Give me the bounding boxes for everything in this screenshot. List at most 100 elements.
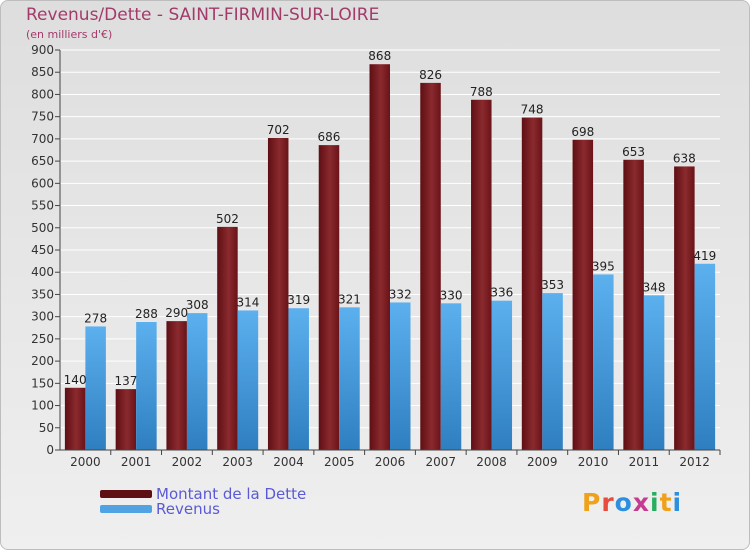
- bar-revenue-2012: [694, 263, 716, 450]
- bars: [64, 64, 716, 451]
- y-tick-label: 650: [31, 154, 54, 168]
- x-tick-label-2002: 2002: [172, 455, 203, 469]
- bar-revenue-2008: [491, 300, 513, 450]
- y-tick-label: 800: [31, 87, 54, 101]
- chart-subtitle: (en milliers d'€): [26, 28, 113, 41]
- y-tick-label: 750: [31, 110, 54, 124]
- x-tick-label-2011: 2011: [629, 455, 660, 469]
- x-tick-label-2008: 2008: [476, 455, 507, 469]
- logo-letter: x: [632, 488, 650, 517]
- bar-debt-2012: [674, 166, 695, 450]
- value-label-debt-2001: 137: [114, 374, 137, 388]
- y-tick-label: 400: [31, 265, 54, 279]
- bar-debt-2010: [572, 139, 594, 450]
- x-tick-label-2005: 2005: [324, 455, 355, 469]
- bar-revenue-2003: [237, 310, 259, 450]
- bar-revenue-2002: [186, 313, 208, 450]
- x-tick-label-2000: 2000: [70, 455, 101, 469]
- bar-debt-2006: [369, 64, 390, 450]
- legend-label-debt: Montant de la Dette: [156, 484, 307, 503]
- y-tick-label: 900: [31, 43, 54, 57]
- bar-debt-2002: [166, 321, 187, 450]
- bar-debt-2008: [471, 99, 492, 451]
- y-tick-label: 450: [31, 243, 54, 257]
- y-tick-label: 100: [31, 399, 54, 413]
- x-axis: 2000 2001 2002 2003 2004 2005 2006 2007 2008 2009…: [60, 449, 721, 469]
- legend: Montant de la Dette Revenus: [100, 484, 307, 518]
- value-label-revenue-2010: 395: [592, 259, 615, 273]
- value-label-debt-2011: 653: [622, 145, 645, 159]
- bar-revenue-2009: [542, 293, 563, 450]
- logo-letter: r: [601, 488, 615, 517]
- logo-letter: t: [659, 488, 673, 517]
- chart-title: Revenus/Dette - SAINT-FIRMIN-SUR-LOIRE: [26, 5, 380, 25]
- proxiti-logo: Proxiti: [582, 488, 682, 517]
- logo-letter: P: [582, 488, 602, 517]
- value-label-revenue-2007: 330: [440, 288, 463, 302]
- value-label-debt-2012: 638: [673, 151, 696, 165]
- value-label-revenue-2004: 319: [287, 293, 310, 307]
- y-tick-label: 500: [31, 221, 54, 235]
- value-label-debt-2004: 702: [267, 123, 290, 137]
- y-tick-label: 50: [39, 421, 54, 435]
- value-label-debt-2008: 788: [470, 85, 493, 99]
- value-label-debt-2000: 140: [64, 373, 87, 387]
- value-label-revenue-2012: 419: [693, 249, 716, 263]
- x-tick-label-2012: 2012: [679, 455, 710, 469]
- y-axis: 0 50 100 150 200 250 300 350 400 450 500 550 600 650 7…: [31, 43, 61, 457]
- bar-revenue-2011: [643, 295, 665, 450]
- value-label-revenue-2003: 314: [236, 295, 259, 309]
- x-tick-label-2010: 2010: [578, 455, 609, 469]
- x-tick-label-2006: 2006: [375, 455, 406, 469]
- y-tick-label: 700: [31, 132, 54, 146]
- legend-item-debt: Montant de la Dette: [100, 484, 307, 503]
- x-tick-label-2001: 2001: [121, 455, 152, 469]
- y-tick-label: 850: [31, 65, 54, 79]
- x-tick-label-2009: 2009: [527, 455, 558, 469]
- bar-revenue-2000: [85, 326, 106, 450]
- logo-letter: i: [672, 488, 683, 517]
- y-tick-label: 600: [31, 176, 54, 190]
- value-label-debt-2003: 502: [216, 212, 239, 226]
- x-tick-label-2007: 2007: [425, 455, 456, 469]
- y-tick-label: 0: [46, 443, 54, 457]
- value-label-revenue-2000: 278: [84, 311, 107, 325]
- bar-debt-2007: [420, 82, 441, 450]
- value-label-debt-2010: 698: [571, 125, 594, 139]
- value-label-revenue-2005: 321: [338, 292, 361, 306]
- bar-revenue-2001: [136, 322, 157, 450]
- bar-revenue-2007: [440, 303, 462, 450]
- y-tick-label: 350: [31, 287, 54, 301]
- value-label-revenue-2001: 288: [135, 307, 158, 321]
- value-label-debt-2005: 686: [318, 130, 341, 144]
- bar-debt-2004: [267, 138, 289, 450]
- y-tick-label: 150: [31, 376, 54, 390]
- bar-debt-2001: [115, 389, 137, 450]
- y-tick-label: 550: [31, 199, 54, 213]
- value-label-debt-2009: 748: [521, 103, 544, 117]
- legend-swatch-revenue: [100, 504, 152, 513]
- logo-letter: o: [614, 488, 633, 517]
- value-label-revenue-2002: 308: [186, 298, 209, 312]
- x-tick-label-2003: 2003: [222, 455, 253, 469]
- x-tick-label-2004: 2004: [273, 455, 304, 469]
- bar-revenue-2004: [288, 308, 309, 450]
- value-label-debt-2007: 826: [419, 68, 442, 82]
- bar-revenue-2010: [593, 274, 614, 450]
- bar-debt-2009: [521, 117, 543, 451]
- logo-letter: i: [650, 488, 660, 517]
- y-tick-label: 250: [31, 332, 54, 346]
- bar-revenue-2005: [339, 307, 360, 450]
- y-tick-label: 200: [31, 354, 54, 368]
- value-label-revenue-2011: 348: [643, 280, 666, 294]
- value-label-revenue-2006: 332: [389, 287, 412, 301]
- legend-label-revenue: Revenus: [156, 499, 220, 518]
- y-tick-label: 300: [31, 310, 54, 324]
- value-label-revenue-2009: 353: [541, 278, 564, 292]
- bar-debt-2003: [217, 226, 238, 450]
- value-label-debt-2002: 290: [165, 306, 188, 320]
- bar-revenue-2006: [390, 302, 411, 450]
- bar-debt-2000: [64, 387, 86, 450]
